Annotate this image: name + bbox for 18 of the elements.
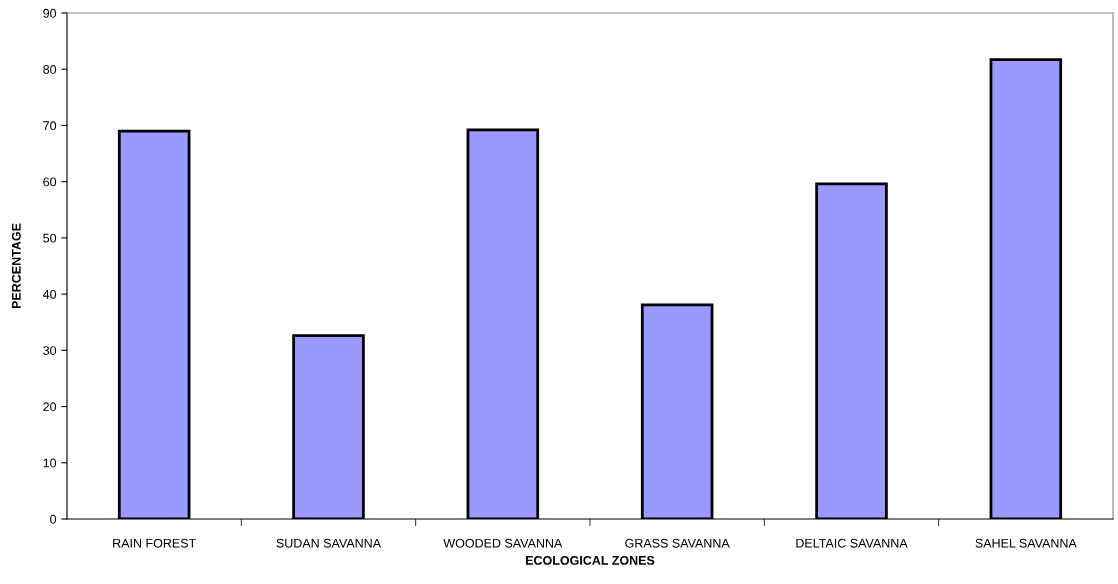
y-tick-label: 10 xyxy=(43,458,57,468)
y-tick-label: 30 xyxy=(43,346,57,355)
y-tick-label: 60 xyxy=(43,177,57,187)
y-tick-label: 70 xyxy=(43,121,57,131)
y-tick-label: 50 xyxy=(43,233,57,243)
y-tick-label: 0 xyxy=(50,514,57,524)
x-tick-label: RAIN FOREST xyxy=(113,538,196,548)
x-tick-label: DELTAIC SAVANNA xyxy=(796,538,908,548)
y-axis-title: PERCENTAGE xyxy=(11,223,21,309)
x-tick-label: SUDAN SAVANNA xyxy=(276,538,382,548)
y-tick-label: 80 xyxy=(43,65,57,74)
y-tick-label: 40 xyxy=(42,289,57,299)
x-axis-title: ECOLOGICAL ZONES xyxy=(526,555,655,565)
x-tick-label: SAHEL SAVANNA xyxy=(975,538,1077,548)
y-tick-label: 20 xyxy=(43,402,57,412)
x-tick-label: WOODED SAVANNA xyxy=(443,538,563,548)
y-tick-label: 90 xyxy=(43,8,57,18)
x-tick-label: GRASS SAVANNA xyxy=(625,538,730,548)
